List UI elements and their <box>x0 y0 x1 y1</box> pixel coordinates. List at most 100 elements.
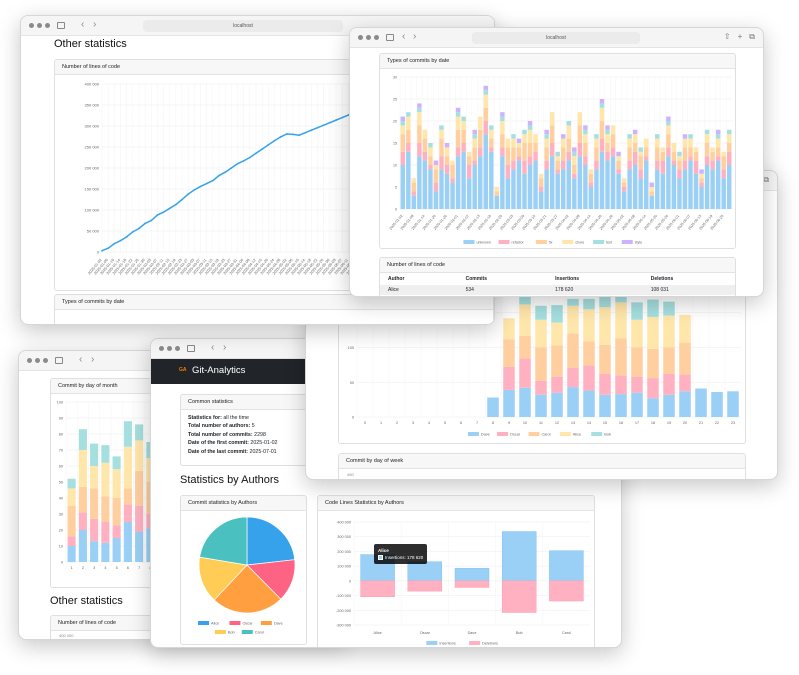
bar-segment-style <box>527 121 533 126</box>
column-header[interactable]: Deletions <box>650 276 674 282</box>
bar-segment-refactor <box>439 156 444 170</box>
bar-segment-refactor <box>505 165 511 179</box>
bar-segment-chore <box>682 138 688 148</box>
bar-segment-unknown <box>715 160 721 209</box>
bar-segment-unknown <box>422 160 428 209</box>
column-header[interactable]: Author <box>388 276 405 282</box>
app-brand[interactable]: Git-Analytics <box>192 365 246 376</box>
y-tick-label: 90 <box>59 417 63 421</box>
data-point <box>125 235 128 238</box>
code-lines-chart: -300 000 -200 000 -100 000 0 100 000 200 000 3… <box>336 521 590 646</box>
bar-segment-fix <box>605 143 610 152</box>
bar-segment-Carol <box>519 335 531 359</box>
bar-segment-unknown <box>710 169 715 209</box>
sidebar-toggle-icon[interactable] <box>55 357 63 364</box>
forward-icon[interactable]: › <box>91 354 95 365</box>
bar-segment-style <box>649 182 654 187</box>
data-point <box>230 167 233 169</box>
bar-segment-refactor <box>527 156 533 165</box>
forward-icon[interactable]: › <box>223 342 227 353</box>
bar-segment-chore <box>693 147 699 152</box>
y-tick-label: -300 000 <box>336 624 351 628</box>
window-controls[interactable] <box>29 23 50 28</box>
bar-segment-style <box>699 169 704 174</box>
window-controls[interactable] <box>358 35 379 40</box>
bar-segment-Dave <box>551 392 563 417</box>
bar-segment-Carol <box>135 470 144 506</box>
y-tick-label: 50 000 <box>87 229 100 234</box>
column-header[interactable]: Insertions <box>555 276 580 282</box>
bar-segment-fix <box>478 129 483 148</box>
legend-label: chore <box>575 241 584 245</box>
y-tick-label: 0 <box>352 416 354 420</box>
stat-label: Total number of commits: <box>188 431 255 438</box>
forward-icon[interactable]: › <box>93 19 97 30</box>
bar-segment-Bob <box>78 429 87 450</box>
back-icon[interactable]: ‹ <box>81 19 85 30</box>
bar-segment-fix <box>682 147 688 161</box>
back-icon[interactable]: ‹ <box>402 31 406 42</box>
bar-segment-Carol <box>615 338 627 376</box>
data-point <box>193 188 196 191</box>
sidebar-toggle-icon[interactable] <box>57 22 65 29</box>
bar-segment-unknown <box>660 173 666 209</box>
bar-segment-fix <box>417 125 422 143</box>
bar-segment-unknown <box>632 165 638 209</box>
bar-segment-test <box>544 134 549 139</box>
pie-slice-Dave <box>213 564 282 614</box>
bar-segment-style <box>605 125 610 130</box>
bar-segment-fix <box>638 156 643 170</box>
address-bar[interactable]: localhost <box>472 32 640 44</box>
bar-segment-refactor <box>632 151 638 165</box>
new-tab-icon[interactable]: + <box>737 32 743 41</box>
bar-segment-fix <box>472 147 477 161</box>
bar-segment-Alice <box>583 309 595 342</box>
bar-segment-unknown <box>649 195 654 209</box>
sidebar-toggle-icon[interactable] <box>187 345 195 352</box>
x-tick-label: 22 <box>715 421 719 425</box>
bar-segment-refactor <box>544 160 549 170</box>
back-icon[interactable]: ‹ <box>79 354 83 365</box>
data-point <box>298 134 300 137</box>
tabs-overview-icon[interactable]: ⧉ <box>763 175 769 184</box>
bar-segment-unknown <box>522 173 527 209</box>
bar-segment-Carol <box>599 344 611 374</box>
x-tick-label: 16 <box>619 421 623 425</box>
tabs-overview-icon[interactable]: ⧉ <box>749 32 755 41</box>
window-controls[interactable] <box>27 358 48 363</box>
sidebar-toggle-icon[interactable] <box>386 34 394 41</box>
bar-segment-chore <box>594 138 599 148</box>
bar-segment-refactor <box>522 160 527 174</box>
window-controls[interactable] <box>159 346 180 351</box>
column-header[interactable]: Commits <box>465 276 487 282</box>
bar-segment-fix <box>450 165 455 179</box>
bar-segment-Dave <box>567 387 579 417</box>
bar-segment-Dave <box>711 391 723 417</box>
data-point <box>131 230 134 233</box>
bar-segment-test <box>461 116 466 121</box>
forward-icon[interactable]: › <box>413 31 417 42</box>
y-tick-label: 40 <box>59 497 63 501</box>
bar-segment-Oscar <box>519 358 531 388</box>
card-title: Number of lines of code <box>380 258 735 273</box>
x-tick-label: 6 <box>460 421 462 425</box>
bar-segment-Alice <box>663 315 675 348</box>
bar-segment-chore <box>688 138 693 148</box>
table-cell: 108 031 <box>642 285 735 295</box>
app-logo[interactable]: GA <box>179 367 187 373</box>
address-bar[interactable]: localhost <box>143 20 343 32</box>
bar-segment-Carol <box>90 488 99 519</box>
bar-segment-fix <box>439 138 444 157</box>
share-icon[interactable]: ⇧ <box>723 32 731 41</box>
data-point <box>218 174 220 177</box>
bar-segment-Carol <box>647 348 659 379</box>
table-cell: 178 620 <box>547 285 643 295</box>
bar-segment-fix <box>693 151 699 161</box>
bar-segment-test <box>489 125 494 130</box>
bar-segment-unknown <box>450 182 455 209</box>
bar-segment-style <box>666 116 671 121</box>
bar-segment-refactor <box>533 151 538 161</box>
bar-segment-test <box>406 112 411 117</box>
bar-segment-refactor <box>433 182 439 192</box>
back-icon[interactable]: ‹ <box>211 342 215 353</box>
